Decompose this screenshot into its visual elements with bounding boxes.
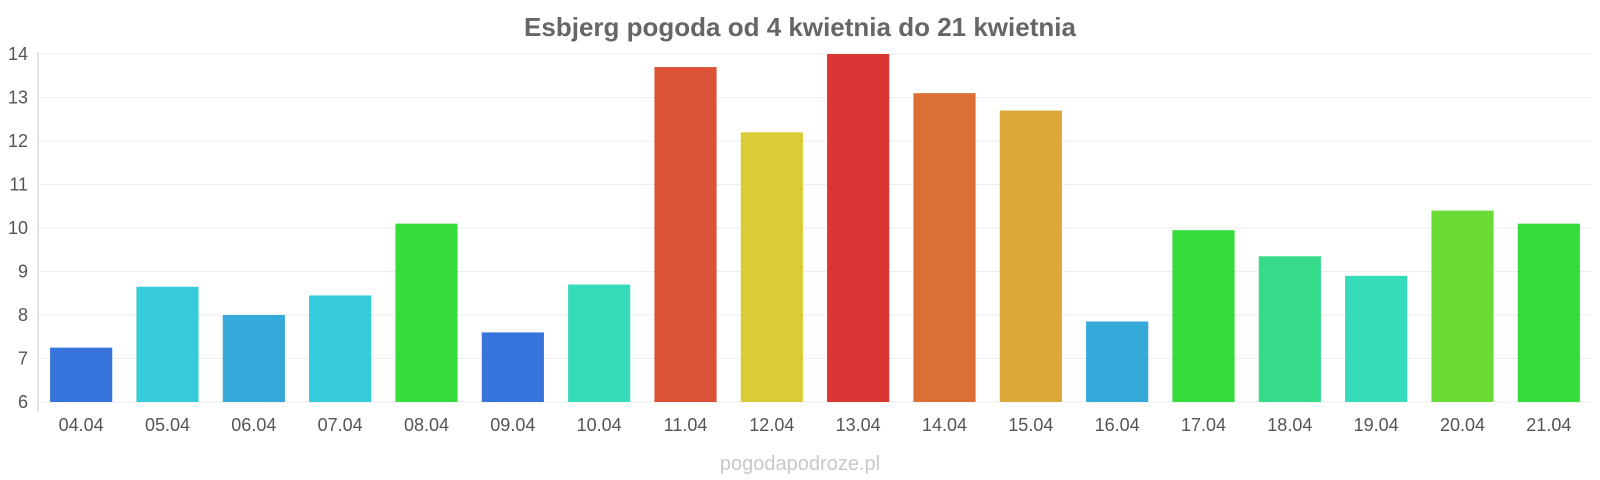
bar-13.04	[827, 54, 890, 402]
x-tick-label: 19.04	[1354, 415, 1399, 435]
x-axis-ticks: 04.04 05.04 06.04 07.04 08.04 09.04 10.04 11.04…	[59, 415, 1572, 435]
y-tick-label: 10	[8, 218, 28, 238]
bar-14.04	[913, 93, 976, 403]
watermark: pogodapodroze.pl	[720, 453, 880, 475]
x-tick-label: 15.04	[1008, 415, 1053, 435]
x-tick-label: 08.04	[404, 415, 449, 435]
x-tick-label: 06.04	[231, 415, 276, 435]
x-tick-label: 05.04	[145, 415, 190, 435]
y-tick-label: 9	[18, 262, 28, 282]
y-axis-ticks: 6 7 8 9 10 11 12 13 14	[8, 44, 28, 412]
bar-08.04	[395, 223, 458, 402]
bar-05.04	[136, 286, 199, 402]
bar-20.04	[1431, 210, 1494, 402]
x-tick-label: 17.04	[1181, 415, 1226, 435]
bar-09.04	[481, 332, 544, 402]
y-tick-label: 6	[18, 392, 28, 412]
x-tick-label: 14.04	[922, 415, 967, 435]
bar-04.04	[50, 347, 113, 402]
bar-15.04	[999, 110, 1062, 403]
x-tick-label: 13.04	[836, 415, 881, 435]
x-tick-label: 20.04	[1440, 415, 1485, 435]
x-tick-label: 12.04	[749, 415, 794, 435]
x-tick-label: 04.04	[59, 415, 104, 435]
bar-07.04	[309, 295, 372, 402]
y-tick-label: 11	[9, 175, 28, 195]
bar-16.04	[1086, 321, 1149, 402]
bar-10.04	[568, 284, 631, 402]
x-tick-label: 07.04	[318, 415, 363, 435]
grid-lines	[38, 53, 1592, 403]
y-tick-label: 7	[18, 349, 28, 369]
y-tick-label: 8	[18, 305, 28, 325]
bar-17.04	[1172, 230, 1235, 402]
x-tick-label: 18.04	[1267, 415, 1312, 435]
x-tick-label: 11.04	[664, 415, 708, 435]
bar-11.04	[654, 67, 717, 403]
y-tick-label: 14	[8, 44, 28, 64]
bars	[50, 54, 1580, 403]
bar-06.04	[222, 315, 285, 402]
x-tick-label: 16.04	[1095, 415, 1140, 435]
x-tick-label: 09.04	[490, 415, 535, 435]
bar-21.04	[1517, 223, 1580, 402]
bar-12.04	[740, 132, 803, 403]
bar-18.04	[1258, 256, 1321, 402]
y-tick-label: 12	[8, 131, 28, 151]
chart-title: Esbjerg pogoda od 4 kwietnia do 21 kwiet…	[524, 12, 1076, 42]
bar-19.04	[1345, 275, 1408, 402]
x-tick-label: 21.04	[1526, 415, 1571, 435]
y-tick-label: 13	[8, 88, 28, 108]
x-tick-label: 10.04	[577, 415, 622, 435]
